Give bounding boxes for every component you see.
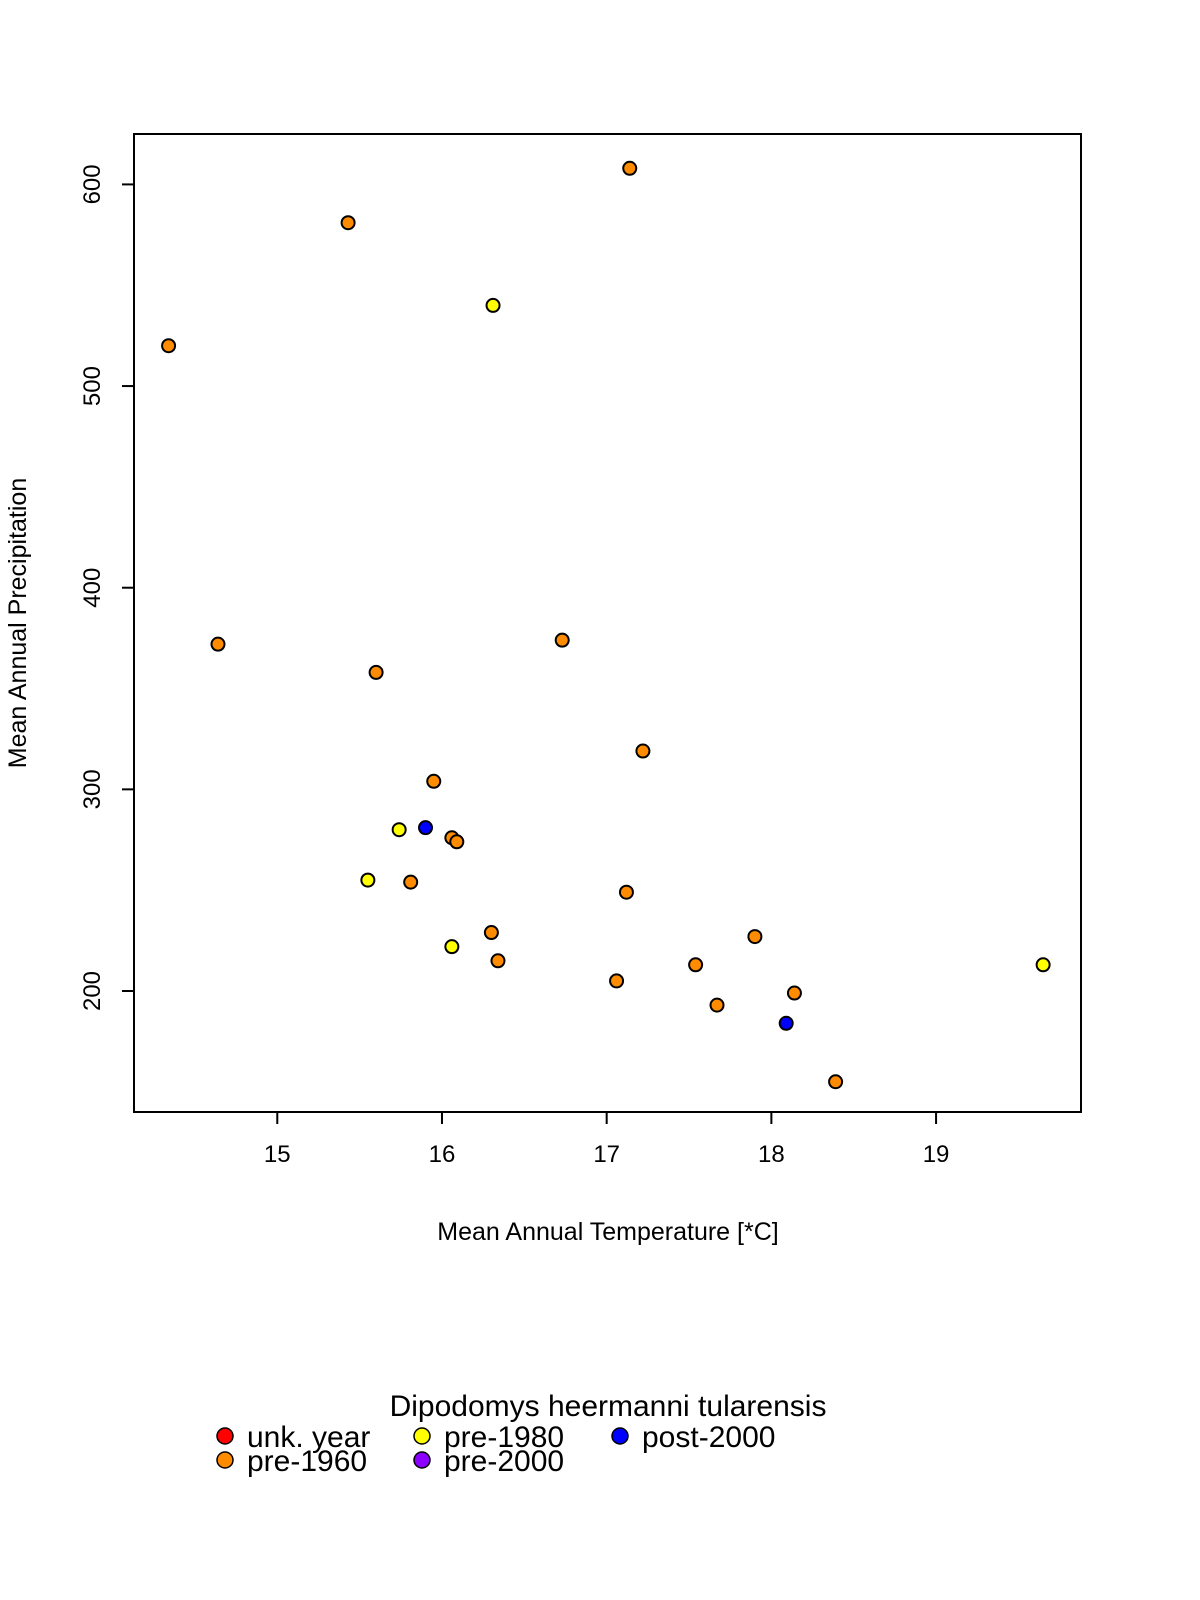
legend-label: post-2000: [642, 1421, 775, 1454]
data-point: [403, 874, 419, 890]
y-tick-label: 600: [79, 164, 106, 204]
y-tick-label: 500: [79, 366, 106, 406]
data-point: [786, 985, 802, 1001]
y-tick-label: 200: [79, 971, 106, 1011]
y-axis: 200 300 400 500 600: [79, 164, 134, 1011]
data-point: [747, 929, 763, 945]
data-point: [618, 884, 634, 900]
plot-frame: [133, 133, 1082, 1113]
data-point: [418, 820, 434, 836]
data-point: [340, 215, 356, 231]
data-point: [210, 636, 226, 652]
data-point: [426, 773, 442, 789]
data-point: [828, 1074, 844, 1090]
legend-marker: [611, 1427, 629, 1445]
data-point: [609, 973, 625, 989]
legend-marker: [216, 1451, 234, 1469]
legend-marker: [216, 1427, 234, 1445]
data-point: [391, 822, 407, 838]
x-axis-label: Mean Annual Temperature [*C]: [437, 1218, 778, 1246]
data-point: [490, 953, 506, 969]
y-axis-label: Mean Annual Precipitation: [4, 478, 32, 768]
x-tick-label: 15: [264, 1141, 291, 1168]
legend-label: unk. year: [247, 1421, 370, 1454]
y-tick-label: 400: [79, 568, 106, 608]
legend-label: pre-1980: [444, 1421, 564, 1454]
data-point: [485, 297, 501, 313]
legend-marker: [413, 1451, 431, 1469]
x-tick-label: 19: [923, 1141, 950, 1168]
data-point: [1035, 957, 1051, 973]
data-point: [444, 939, 460, 955]
data-point: [554, 632, 570, 648]
x-tick-label: 18: [758, 1141, 785, 1168]
data-point: [709, 997, 725, 1013]
legend-label: pre-1960: [247, 1445, 367, 1478]
data-point: [688, 957, 704, 973]
data-point: [360, 872, 376, 888]
x-tick-label: 17: [593, 1141, 620, 1168]
data-point: [161, 338, 177, 354]
data-point: [635, 743, 651, 759]
legend-title: Dipodomys heermanni tularensis: [390, 1390, 827, 1423]
data-point: [368, 664, 384, 680]
legend-label: pre-2000: [444, 1445, 564, 1478]
y-tick-label: 300: [79, 769, 106, 809]
data-points: [161, 160, 1051, 1090]
data-point: [449, 834, 465, 850]
legend-marker: [413, 1427, 431, 1445]
data-point: [622, 160, 638, 176]
x-axis: 15 16 17 18 19: [264, 1112, 949, 1168]
x-tick-label: 16: [429, 1141, 456, 1168]
data-point: [778, 1015, 794, 1031]
data-point: [483, 925, 499, 941]
